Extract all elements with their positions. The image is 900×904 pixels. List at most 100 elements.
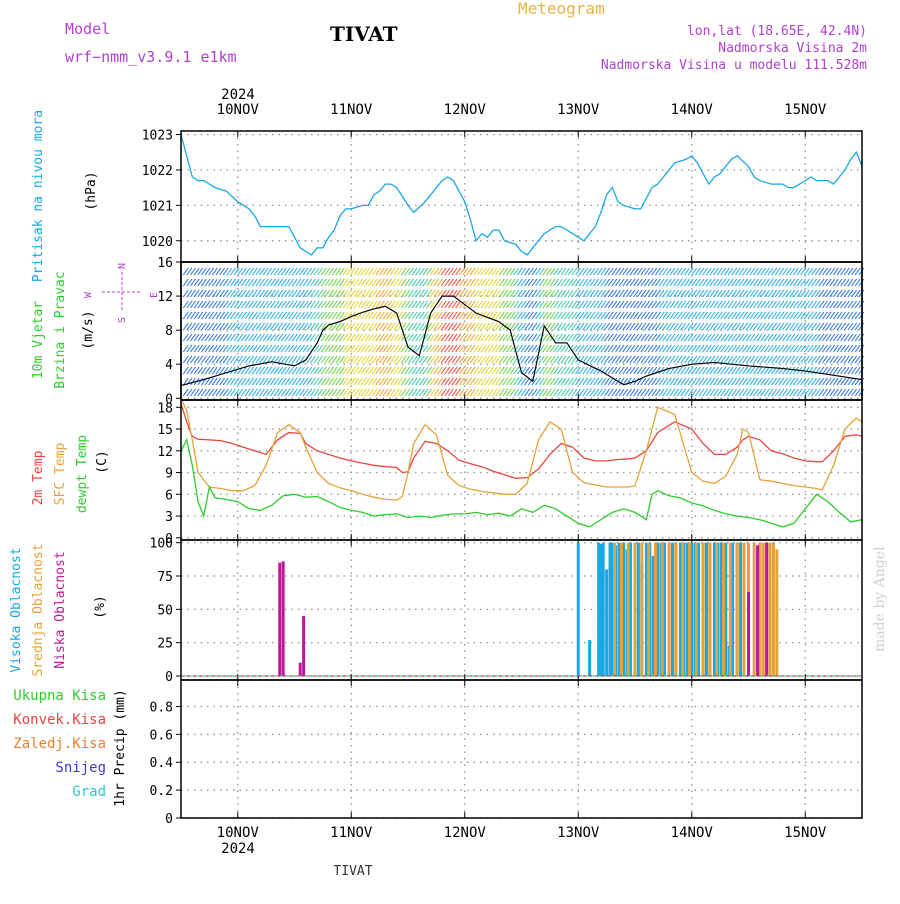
wind-barb (397, 344, 403, 353)
wind-barb (694, 267, 701, 276)
wind-barb (248, 377, 255, 386)
wind-barb (749, 267, 756, 276)
wind-barb (673, 267, 679, 276)
wind-barb (814, 278, 821, 287)
wind-barb (226, 300, 233, 309)
wind-barb (284, 267, 291, 276)
wind-barb (731, 278, 738, 287)
wind-barb (484, 366, 491, 375)
wind-barb (651, 333, 658, 342)
wind-barb (720, 366, 727, 375)
y-tick-label: 1020 (142, 235, 173, 250)
precip-legend-item: Grad (72, 784, 106, 800)
wind-barb (782, 311, 788, 320)
wind-barb (182, 377, 189, 386)
wind-barb (495, 278, 502, 287)
wind-barb (527, 333, 534, 342)
wind-barb (280, 311, 287, 320)
wind-barb (829, 300, 836, 309)
wind-barb (716, 366, 723, 375)
wind-barb (447, 388, 454, 397)
wind-barb (767, 355, 774, 364)
wind-barb (702, 333, 709, 342)
wind-barb (353, 300, 360, 309)
wind-barb (244, 377, 251, 386)
wind-barb (248, 300, 255, 309)
wind-barb (339, 388, 345, 397)
wind-barb (720, 300, 727, 309)
wind-barb (480, 355, 487, 364)
wind-barb (742, 333, 749, 342)
wind-barb (553, 388, 560, 397)
wind-barb (277, 311, 284, 320)
wind-barb (513, 311, 520, 320)
wind-barb (586, 388, 592, 397)
wind-barb (727, 322, 734, 331)
wind-barb (244, 278, 251, 287)
wind-barb (255, 267, 262, 276)
wind-barb (237, 289, 244, 298)
wind-barb (280, 355, 287, 364)
wind-barb (851, 344, 857, 353)
wind-barb (415, 311, 422, 320)
wind-barb (248, 333, 255, 342)
wind-barb (535, 300, 541, 309)
wind-barb (531, 355, 538, 364)
wind-barb (386, 388, 393, 397)
wind-barb (219, 267, 225, 276)
wind-barb (447, 322, 454, 331)
wind-barb (593, 278, 600, 287)
wind-barb (320, 267, 327, 276)
wind-barb (375, 322, 382, 331)
wind-barb (556, 388, 563, 397)
wind-barb (745, 311, 752, 320)
wind-barb (284, 289, 291, 298)
wind-barb (760, 267, 767, 276)
wind-barb (477, 289, 483, 298)
wind-barb (538, 355, 545, 364)
y-tick-label: 6 (165, 488, 173, 503)
wind-barb (611, 377, 618, 386)
wind-barb (415, 366, 422, 375)
wind-barb (589, 300, 596, 309)
wind-barb (720, 278, 727, 287)
wind-barb (811, 344, 818, 353)
wind-barb (284, 311, 291, 320)
wind-barb (527, 267, 534, 276)
wind-barb (328, 267, 334, 276)
wind-barb (317, 267, 324, 276)
wind-barb (455, 322, 462, 331)
wind-barb (636, 355, 643, 364)
wind-barb (789, 278, 796, 287)
wind-barb (491, 278, 498, 287)
wind-barb (182, 322, 189, 331)
wind-barb (280, 267, 287, 276)
wind-barb (491, 322, 498, 331)
wind-barb (306, 366, 313, 375)
wind-barb (578, 355, 585, 364)
wind-barb (197, 267, 204, 276)
wind-barb (825, 267, 832, 276)
wind-barb (756, 300, 763, 309)
y-tick-label: 1022 (142, 164, 173, 179)
wind-barb (284, 355, 291, 364)
wind-barb (582, 278, 589, 287)
wind-barb (760, 366, 767, 375)
wind-barb (829, 344, 836, 353)
wind-barb (353, 388, 360, 397)
wind-barb (462, 278, 469, 287)
wind-barb (822, 366, 828, 375)
wind-barb (734, 355, 741, 364)
wind-barb (219, 355, 225, 364)
wind-barb (582, 311, 589, 320)
wind-barb (277, 300, 284, 309)
wind-barb (408, 333, 414, 342)
wind-barb (702, 344, 709, 353)
wind-barb (182, 278, 189, 287)
wind-barb (299, 267, 305, 276)
wind-barb (596, 278, 603, 287)
wind-barb (546, 311, 552, 320)
cloud-bar (605, 569, 609, 676)
wind-barb (375, 366, 382, 375)
